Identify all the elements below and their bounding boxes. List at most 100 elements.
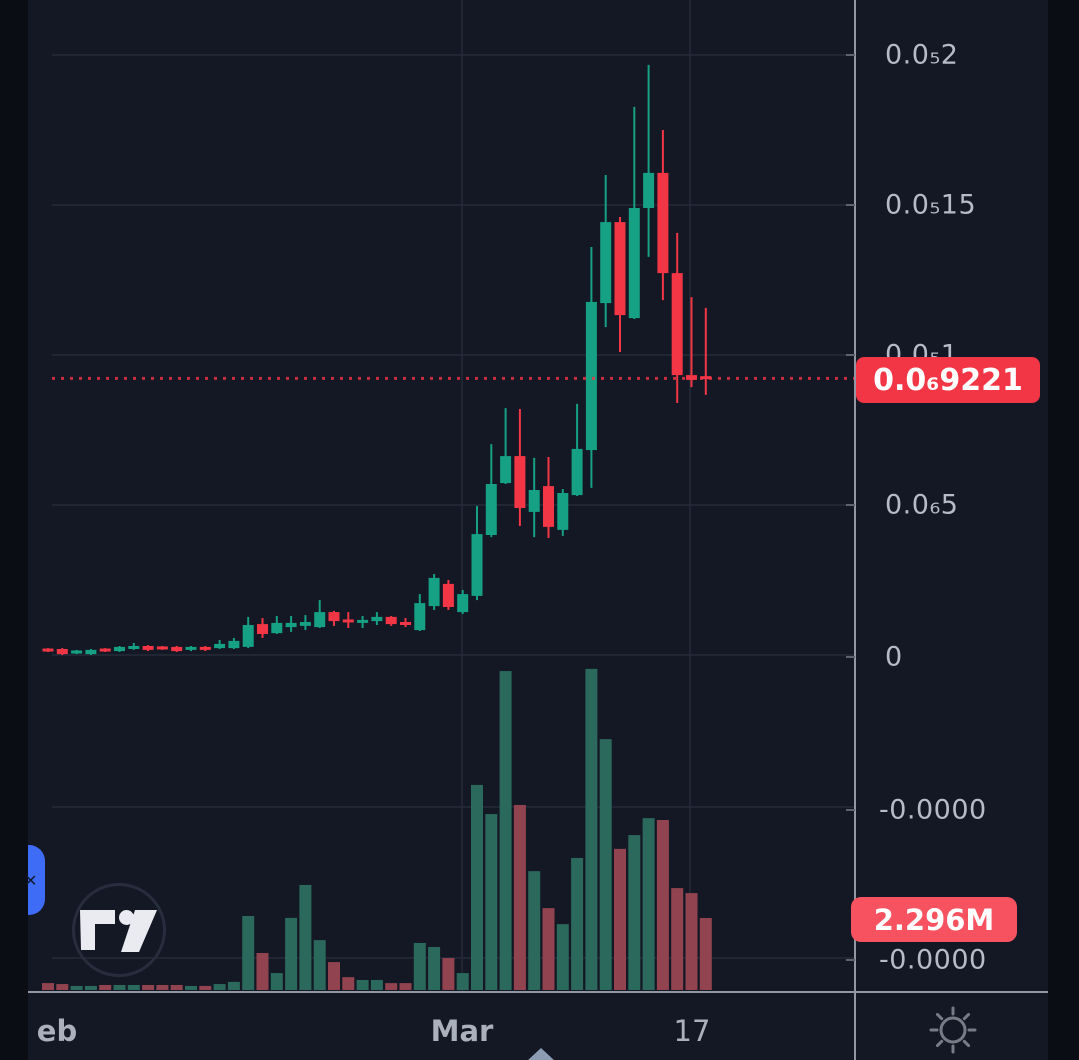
volume-bar — [256, 952, 269, 990]
volume-bar — [328, 962, 340, 990]
price-axis-label: 0.0₆5 — [885, 489, 959, 521]
candle-body — [357, 619, 369, 623]
volume-bar — [227, 981, 240, 990]
volume-bar — [385, 983, 398, 990]
time-axis-label: Mar — [430, 1014, 494, 1048]
candle-body — [457, 594, 469, 613]
candle-body — [628, 208, 640, 319]
volume-bar — [642, 818, 655, 990]
volume-bar — [428, 947, 441, 990]
collapse-pill-button[interactable]: ✕ — [24, 845, 45, 915]
volume-bar — [513, 804, 526, 990]
tv-logo-v — [121, 910, 157, 952]
volume-bar — [456, 973, 469, 990]
candle-body — [528, 490, 540, 512]
candle-body — [557, 493, 569, 530]
candle-body — [242, 625, 254, 647]
candle-body — [199, 646, 211, 650]
candle-body — [400, 622, 411, 625]
timeline-drag-handle[interactable] — [527, 1048, 555, 1060]
volume-bar — [270, 973, 283, 990]
time-axis-label: 17 — [673, 1014, 711, 1048]
volume-bar — [113, 984, 126, 990]
candle-body — [614, 222, 626, 316]
price-axis-label: 0.0₅15 — [885, 189, 977, 221]
volume-bar — [599, 739, 612, 990]
candle-body — [271, 622, 283, 634]
candle-body — [371, 616, 383, 622]
candle-body — [128, 646, 140, 649]
volume-bar — [485, 814, 498, 990]
candle-body — [543, 486, 554, 527]
candle-body — [342, 619, 354, 623]
tv-logo-t — [80, 910, 115, 950]
candle-body — [485, 484, 497, 535]
candle-body — [428, 577, 440, 607]
candle-body — [571, 448, 583, 496]
volume-bar — [471, 784, 483, 990]
volume-bar — [571, 857, 584, 990]
volume-bar — [242, 915, 255, 990]
candle-body — [214, 643, 226, 649]
candle-body — [156, 646, 168, 650]
tradingview-watermark — [72, 883, 166, 977]
volume-bar — [170, 984, 183, 990]
volume-bar — [413, 942, 426, 990]
volume-bar — [342, 977, 355, 990]
close-icon: ✕ — [24, 870, 38, 890]
candle-body — [185, 646, 197, 650]
volume-bar — [656, 820, 669, 990]
volume-bar — [356, 979, 369, 990]
volume-bar — [499, 671, 512, 990]
price-axis-label: 0 — [885, 641, 903, 673]
candle-body — [228, 640, 240, 649]
candle-body — [56, 649, 68, 655]
candle-body — [500, 456, 512, 484]
candle-body — [700, 376, 712, 380]
volume-bar — [285, 917, 298, 990]
settings-button[interactable] — [925, 1002, 981, 1058]
volume-bar — [42, 983, 54, 990]
candle-body — [514, 456, 526, 508]
volume-bar — [671, 888, 684, 990]
candle-body — [585, 301, 597, 451]
candle-body — [442, 583, 454, 607]
volume-bar — [199, 985, 212, 990]
last-volume-badge: 2.296M — [851, 897, 1017, 942]
volume-bar — [399, 983, 412, 990]
volume-bar — [614, 848, 626, 990]
candle-body — [85, 649, 97, 655]
candle-body — [328, 612, 340, 622]
candle-body — [414, 603, 426, 631]
volume-bar — [142, 984, 155, 990]
volume-bar — [442, 958, 455, 990]
volume-bar — [99, 984, 112, 990]
volume-axis-label: -0.0000 — [879, 794, 987, 826]
volume-bar — [685, 893, 698, 990]
volume-bar — [628, 835, 641, 990]
volume-bar — [542, 908, 555, 990]
volume-bar — [528, 871, 541, 990]
candle-body — [99, 648, 111, 652]
candle-body — [314, 612, 326, 628]
volume-bar — [213, 984, 226, 990]
volume-bar — [585, 668, 598, 990]
volume-bar — [313, 940, 326, 990]
volume-bar — [370, 979, 383, 990]
candle-body — [600, 222, 612, 304]
gear-icon — [929, 1006, 977, 1054]
candle-body — [257, 624, 268, 634]
candle-body — [142, 646, 154, 650]
candle-body — [643, 172, 655, 208]
volume-bar — [156, 984, 169, 990]
volume-bar — [56, 984, 69, 990]
volume-bar — [127, 984, 140, 990]
volume-bar — [299, 884, 312, 990]
volume-bar — [185, 985, 197, 990]
candle-body — [71, 650, 83, 654]
candle-body — [171, 646, 183, 652]
volume-bar — [84, 985, 97, 990]
candle-body — [385, 616, 397, 625]
